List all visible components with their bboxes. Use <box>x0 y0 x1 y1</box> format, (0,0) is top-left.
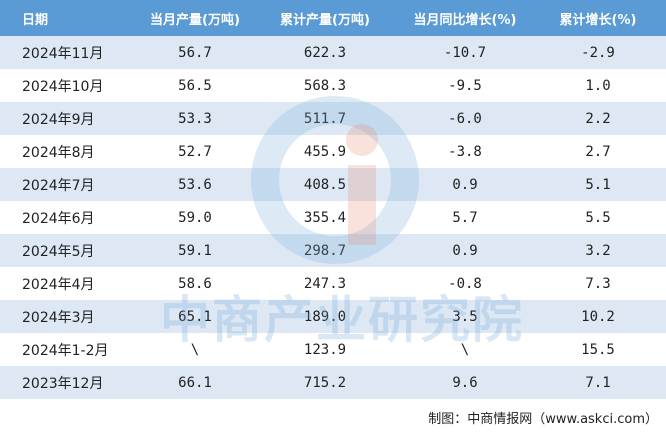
cell: 56.7 <box>178 44 212 61</box>
cell: 当月同比增长(%) <box>413 12 517 28</box>
cell: \ <box>460 341 470 358</box>
table-row: 2023年12月 66.1 715.2 9.6 7.1 <box>0 366 666 399</box>
cell: 568.3 <box>303 77 347 94</box>
table-row: 2024年4月 58.6 247.3 -0.8 7.3 <box>0 267 666 300</box>
table-row: 2024年5月 59.1 298.7 0.9 3.2 <box>0 234 666 267</box>
watermark: 中商产业研究院 <box>160 291 524 349</box>
cell: 累计产量(万吨) <box>280 12 370 28</box>
cell: 2023年12月 <box>22 375 104 392</box>
cell: 2.2 <box>585 110 611 127</box>
table-row: 2024年3月 65.1 189.0 3.5 10.2 <box>0 300 666 333</box>
cell: 65.1 <box>178 308 212 325</box>
cell: 5.5 <box>585 209 611 226</box>
cell: 59.0 <box>178 209 212 226</box>
table-row: 2024年1-2月 \ 123.9 \ 15.5 <box>0 333 666 366</box>
logo-dot <box>346 124 378 156</box>
cell: 2024年9月 <box>22 111 95 128</box>
logo-bar <box>348 165 376 245</box>
cell: 15.5 <box>581 341 615 358</box>
table-row: 2024年6月 59.0 355.4 5.7 5.5 <box>0 201 666 234</box>
cell: 当月产量(万吨) <box>150 12 240 28</box>
cell: 622.3 <box>303 44 347 61</box>
cell: 3.2 <box>585 242 611 259</box>
cell: 2024年1-2月 <box>22 342 109 359</box>
cell: 511.7 <box>303 110 347 127</box>
cell: 2.7 <box>585 143 611 160</box>
cell: 7.3 <box>585 275 611 292</box>
cell: 0.9 <box>452 176 478 193</box>
footer: 制图：中商情报网（www.askci.com） <box>428 412 658 427</box>
cell: 2024年10月 <box>22 78 104 95</box>
cell: -10.7 <box>443 44 487 61</box>
cell: 2024年5月 <box>22 243 95 260</box>
cell: 66.1 <box>178 374 212 391</box>
cell: 2024年11月 <box>22 45 104 62</box>
cell: 53.6 <box>178 176 212 193</box>
cell: 455.9 <box>303 143 347 160</box>
cell: 59.1 <box>178 242 212 259</box>
table-row: 2024年8月 52.7 455.9 -3.8 2.7 <box>0 135 666 168</box>
cell: 2024年7月 <box>22 177 95 194</box>
table-row: 2024年7月 53.6 408.5 0.9 5.1 <box>0 168 666 201</box>
cell: 2024年6月 <box>22 210 95 227</box>
cell: 52.7 <box>178 143 212 160</box>
cell: 5.1 <box>585 176 611 193</box>
table-row: 2024年10月 56.5 568.3 -9.5 1.0 <box>0 69 666 102</box>
cell: 5.7 <box>452 209 478 226</box>
cell: \ <box>190 341 200 358</box>
cell: -0.8 <box>448 275 482 292</box>
cell: 408.5 <box>303 176 347 193</box>
cell: 2024年8月 <box>22 144 95 161</box>
table-row: 2024年11月 56.7 622.3 -10.7 -2.9 <box>0 36 666 69</box>
cell: -6.0 <box>448 110 482 127</box>
cell: 53.3 <box>178 110 212 127</box>
cell: -2.9 <box>581 44 615 61</box>
logo-ring <box>251 96 419 264</box>
cell: -3.8 <box>448 143 482 160</box>
cell: 3.5 <box>452 308 478 325</box>
cell: 715.2 <box>303 374 347 391</box>
cell: 247.3 <box>303 275 347 292</box>
cell: 2024年4月 <box>22 276 95 293</box>
cell: 0.9 <box>452 242 478 259</box>
cell: 56.5 <box>178 77 212 94</box>
table-row: 2024年9月 53.3 511.7 -6.0 2.2 <box>0 102 666 135</box>
cell: 189.0 <box>303 308 347 325</box>
cell: 355.4 <box>303 209 347 226</box>
cell: 累计增长(%) <box>559 12 637 28</box>
header-row: 日期 当月产量(万吨) 累计产量(万吨) 当月同比增长(%) 累计增长(%) <box>0 0 666 36</box>
cell: 10.2 <box>581 308 615 325</box>
cell: 58.6 <box>178 275 212 292</box>
cell: 123.9 <box>303 341 347 358</box>
cell: 2024年3月 <box>22 309 95 326</box>
cell: 298.7 <box>303 242 347 259</box>
cell: 日期 <box>22 12 49 28</box>
cell: 7.1 <box>585 374 611 391</box>
cell: -9.5 <box>448 77 482 94</box>
cell: 1.0 <box>585 77 611 94</box>
cell: 9.6 <box>452 374 478 391</box>
watermark-logo <box>251 96 419 264</box>
